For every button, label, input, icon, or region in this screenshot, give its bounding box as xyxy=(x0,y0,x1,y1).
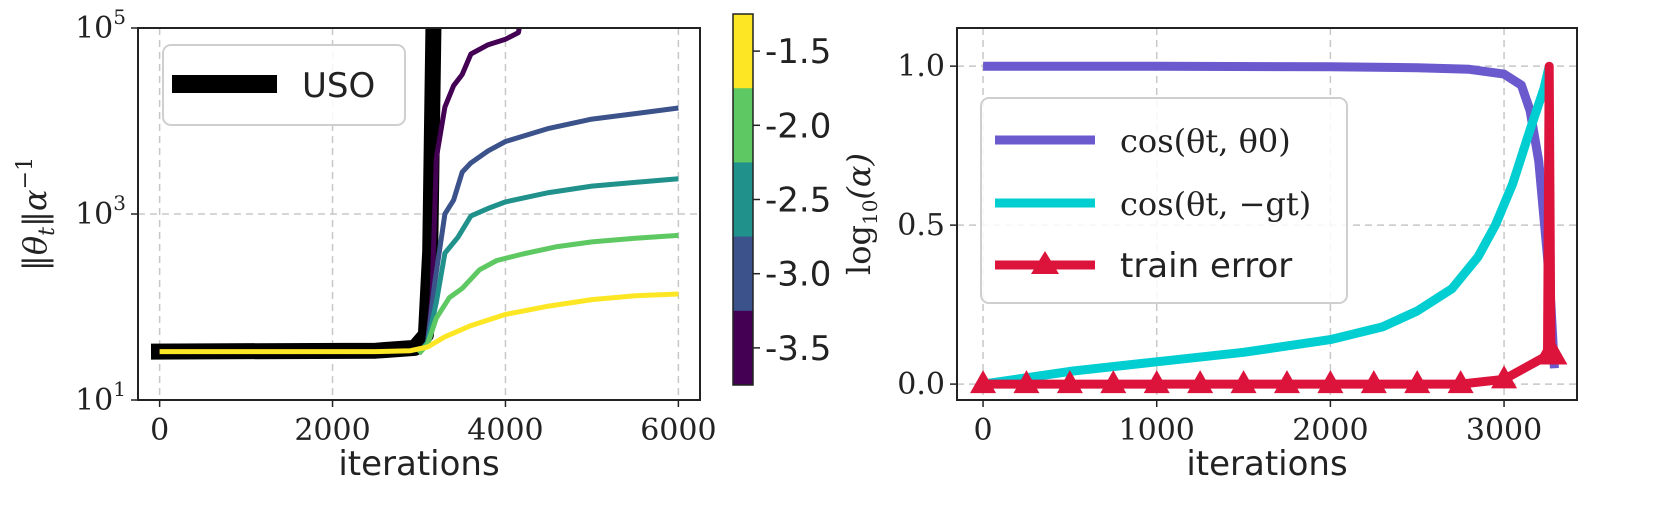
left-series-log10-3-0 xyxy=(417,105,679,356)
right-plot-area xyxy=(970,61,1568,394)
colorbar-band-2 xyxy=(733,162,753,238)
right-train-error-marker-6 xyxy=(1230,370,1257,394)
right-train-error-marker-7 xyxy=(1273,370,1300,394)
right-train-error-marker-2 xyxy=(1056,370,1083,394)
right-train-error-marker-12 xyxy=(1491,365,1518,389)
left-plot-area xyxy=(150,28,679,360)
right-train-error-marker-9 xyxy=(1360,370,1387,394)
left-series-log10-2-0 xyxy=(417,232,679,356)
right-plot-frame xyxy=(956,27,1578,401)
left-legend-box xyxy=(162,44,406,126)
colorbar-band-3 xyxy=(733,236,753,312)
colorbar-tick-label-1: -2.0 xyxy=(765,106,831,146)
right-xtick-label-2: 2000 xyxy=(1292,413,1368,448)
svg-text:‖θt‖α−1: ‖θt‖α−1 xyxy=(13,157,60,271)
left-ylabel-sup: −1 xyxy=(13,157,38,189)
left-xtick-label-1: 2000 xyxy=(294,413,370,448)
left-x-axis-title: iterations xyxy=(338,444,499,484)
right-legend-label-cos-theta0: cos(θt, θ0) xyxy=(1120,122,1291,160)
left-ylabel-main: ‖θ xyxy=(16,236,54,271)
right-train-error-marker-1 xyxy=(1013,370,1040,394)
right-xtick-label-0: 0 xyxy=(974,413,993,448)
colorbar-label-sub: 10 xyxy=(858,200,882,225)
right-train-error-marker-4 xyxy=(1143,370,1170,394)
right-xtick-label-3: 3000 xyxy=(1466,413,1542,448)
right-yticks: 0.0 0.5 1.0 xyxy=(897,49,957,402)
right-ytick-label-0: 0.0 xyxy=(897,367,945,402)
left-chart: 0 2000 4000 6000 101 103 105 iterations ‖θt‖α… xyxy=(13,5,882,484)
colorbar-bands xyxy=(733,14,753,386)
right-train-error-marker-0 xyxy=(970,370,997,394)
left-yticks: 101 103 105 xyxy=(75,5,138,418)
left-xtick-label-3: 6000 xyxy=(640,413,716,448)
left-legend-label-uso: USO xyxy=(302,66,375,106)
right-train-error-marker-8 xyxy=(1317,370,1344,394)
left-xtick-label-0: 0 xyxy=(150,413,169,448)
colorbar-tick-label-0: -1.5 xyxy=(765,32,831,72)
right-train-error-marker-5 xyxy=(1187,370,1214,394)
right-legend-marker-train-error xyxy=(1031,251,1059,274)
colorbar-band-0 xyxy=(733,14,753,89)
colorbar-band-1 xyxy=(733,88,753,163)
right-legend-label-train-error: train error xyxy=(1120,246,1292,286)
left-series-log10-1-5 xyxy=(159,291,679,355)
left-ylabel-mid: ‖α xyxy=(16,189,54,227)
right-legend: cos(θt, θ0) cos(θt, −gt) train error xyxy=(980,97,1348,304)
left-xticks: 0 2000 4000 6000 xyxy=(150,400,717,448)
left-ytick-label-2: 105 xyxy=(75,5,126,46)
right-xticks: 0 1000 2000 3000 xyxy=(974,400,1542,448)
left-series-log10-2-5 xyxy=(417,176,679,356)
right-legend-label-cos-grad: cos(θt, −gt) xyxy=(1120,185,1311,223)
right-ytick-label-2: 1.0 xyxy=(897,49,945,84)
colorbar-tick-label-3: -3.0 xyxy=(765,255,831,295)
left-xtick-label-2: 4000 xyxy=(467,413,543,448)
right-x-axis-title: iterations xyxy=(1186,444,1347,484)
right-train-error-marker-10 xyxy=(1404,370,1431,394)
colorbar-tick-label-4: -3.5 xyxy=(765,329,831,369)
right-ytick-label-1: 0.5 xyxy=(897,208,945,243)
right-train-error-marker-16 xyxy=(1541,341,1568,365)
colorbar-label-fn: log xyxy=(840,225,878,275)
colorbar-ticks: -1.5 -2.0 -2.5 -3.0 -3.5 xyxy=(753,32,831,369)
left-ytick-label-1: 103 xyxy=(75,191,126,232)
colorbar-label: log10(α) xyxy=(840,153,882,275)
left-ylabel-sub: t xyxy=(35,227,60,236)
svg-text:log10(α): log10(α) xyxy=(840,153,882,275)
right-chart: 0 1000 2000 3000 0.0 0.5 1.0 iterations cos(θ… xyxy=(897,27,1578,484)
colorbar: -1.5 -2.0 -2.5 -3.0 -3.5 log10(α) xyxy=(732,13,882,386)
right-xtick-label-1: 1000 xyxy=(1119,413,1195,448)
left-ytick-label-0: 101 xyxy=(75,377,126,418)
colorbar-tick-label-2: -2.5 xyxy=(765,181,831,221)
right-legend-box xyxy=(980,97,1348,304)
right-train-error-marker-11 xyxy=(1447,370,1474,394)
colorbar-band-4 xyxy=(733,310,753,386)
left-y-axis-title: ‖θt‖α−1 xyxy=(13,157,60,271)
colorbar-label-arg: (α) xyxy=(840,153,878,200)
left-legend: USO xyxy=(162,44,406,126)
right-series-cos-t-gt xyxy=(982,65,1554,389)
right-train-error-marker-3 xyxy=(1100,370,1127,394)
